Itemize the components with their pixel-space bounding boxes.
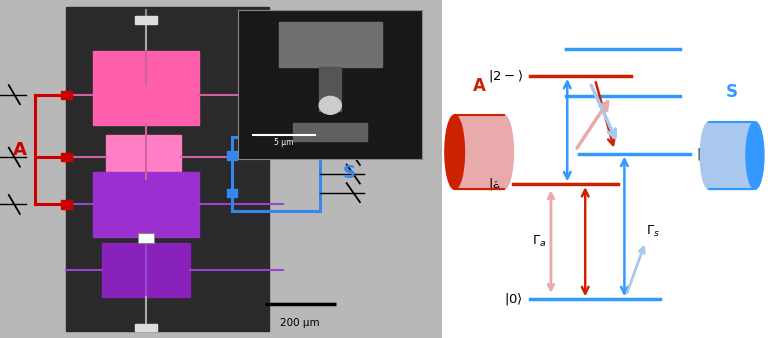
Text: $\Gamma_s$: $\Gamma_s$ bbox=[646, 224, 660, 239]
Bar bbox=[61, 153, 71, 161]
Bar bbox=[232, 137, 320, 211]
Text: 200 μm: 200 μm bbox=[280, 318, 320, 328]
Ellipse shape bbox=[494, 115, 513, 189]
Bar bbox=[227, 189, 237, 197]
Text: S: S bbox=[726, 83, 738, 101]
Bar bbox=[710, 122, 755, 189]
Ellipse shape bbox=[700, 122, 718, 189]
Text: $|0\rangle$: $|0\rangle$ bbox=[505, 291, 523, 307]
Bar bbox=[106, 135, 181, 179]
Text: $|s\rangle$: $|s\rangle$ bbox=[696, 146, 713, 162]
Bar bbox=[293, 123, 367, 141]
Text: S: S bbox=[343, 164, 356, 182]
Text: $|2-\rangle$: $|2-\rangle$ bbox=[488, 68, 523, 84]
Bar bbox=[61, 200, 71, 209]
Text: 5 μm: 5 μm bbox=[274, 138, 294, 147]
Circle shape bbox=[319, 96, 341, 114]
Text: $|a\rangle$: $|a\rangle$ bbox=[488, 176, 507, 192]
Bar bbox=[93, 51, 199, 125]
Bar bbox=[101, 243, 190, 297]
Ellipse shape bbox=[746, 122, 764, 189]
Bar bbox=[66, 7, 270, 331]
Text: $\Gamma_a$: $\Gamma_a$ bbox=[532, 234, 547, 249]
Bar bbox=[134, 16, 157, 24]
Text: A: A bbox=[472, 77, 485, 95]
Bar bbox=[227, 151, 237, 160]
Text: A: A bbox=[13, 141, 27, 160]
Bar bbox=[455, 115, 504, 189]
Bar bbox=[137, 233, 154, 243]
Bar bbox=[279, 22, 382, 67]
Bar bbox=[93, 172, 199, 237]
Bar bbox=[134, 324, 157, 331]
Ellipse shape bbox=[445, 115, 465, 189]
Bar bbox=[319, 67, 341, 111]
Bar bbox=[61, 91, 71, 99]
